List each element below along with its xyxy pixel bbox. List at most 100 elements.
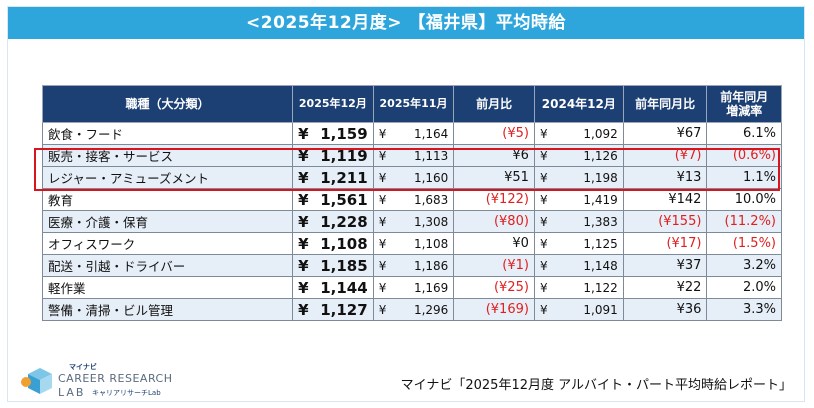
cell-mom: (¥122) xyxy=(453,188,535,211)
cell-yoy: (¥155) xyxy=(622,210,708,233)
cell-2024-12: ¥1,419 xyxy=(533,188,624,211)
cell-2025-12: ¥1,211 xyxy=(292,166,374,189)
source-caption: マイナビ「2025年12月度 アルバイト・パート平均時給レポート」 xyxy=(400,378,792,393)
table-row: 警備・清掃・ビル管理 ¥1,127 ¥1,296 (¥169) ¥1,091 ¥36 3.3… xyxy=(41,298,782,321)
logo-line1: CAREER RESEARCH xyxy=(58,372,173,385)
yen-symbol: ¥ xyxy=(378,148,387,163)
cell-2025-12: ¥1,185 xyxy=(292,254,374,277)
wage-value: 1,148 xyxy=(583,258,618,273)
cell-category: レジャー・アミューズメント xyxy=(41,166,294,189)
wage-value: 1,169 xyxy=(413,280,449,295)
wage-value: 1,108 xyxy=(320,234,368,253)
yen-symbol: ¥ xyxy=(378,214,387,229)
cell-yoy: ¥142 xyxy=(622,188,708,211)
header-yoy-rate-line: 前年同月 xyxy=(720,90,769,104)
cell-category: オフィスワーク xyxy=(41,232,294,255)
cell-yoy: ¥37 xyxy=(622,254,708,277)
cell-category: 医療・介護・保育 xyxy=(41,210,294,233)
cell-2024-12: ¥1,122 xyxy=(533,276,624,299)
cell-category: 販売・接客・サービス xyxy=(41,144,294,167)
cell-category: 飲食・フード xyxy=(41,122,294,145)
cell-category: 軽作業 xyxy=(41,276,294,299)
wage-value: 1,186 xyxy=(413,258,449,273)
cell-yoy-rate: (0.6%) xyxy=(706,144,782,167)
cube-icon xyxy=(21,368,52,394)
wage-value: 1,198 xyxy=(583,170,618,185)
cell-2024-12: ¥1,198 xyxy=(533,166,624,189)
yen-symbol: ¥ xyxy=(298,256,309,275)
cell-yoy-rate: 10.0% xyxy=(706,188,782,211)
yen-symbol: ¥ xyxy=(378,280,387,295)
table-row: 飲食・フード ¥1,159 ¥1,164 (¥5) ¥1,092 ¥67 6.1% xyxy=(41,122,782,145)
logo-sub: キャリアリサーチLab xyxy=(92,389,161,397)
wage-value: 1,383 xyxy=(583,214,618,229)
wage-value: 1,296 xyxy=(413,302,449,317)
cell-yoy: ¥13 xyxy=(622,166,708,189)
cell-mom: ¥51 xyxy=(453,166,535,189)
cell-category: 警備・清掃・ビル管理 xyxy=(41,298,294,321)
header-yoy: 前年同月比 xyxy=(622,85,708,123)
yen-symbol: ¥ xyxy=(539,148,548,163)
yen-symbol: ¥ xyxy=(539,170,548,185)
wage-table: 職種（大分類） 2025年12月 2025年11月 前月比 2024年12月 前… xyxy=(41,85,782,321)
table-row: 教育 ¥1,561 ¥1,683 (¥122) ¥1,419 ¥142 10.0% xyxy=(41,188,782,211)
cell-2025-11: ¥1,164 xyxy=(372,122,455,145)
yen-symbol: ¥ xyxy=(298,234,309,253)
cell-2025-12: ¥1,108 xyxy=(292,232,374,255)
cell-mom: (¥169) xyxy=(453,298,535,321)
cell-yoy-rate: 3.2% xyxy=(706,254,782,277)
cell-mom: ¥0 xyxy=(453,232,535,255)
wage-value: 1,164 xyxy=(413,126,449,141)
header-yoy-rate: 前年同月 増減率 xyxy=(706,85,782,123)
cell-mom: ¥6 xyxy=(453,144,535,167)
table-row: 販売・接客・サービス ¥1,119 ¥1,113 ¥6 ¥1,126 (¥7) (0.6%) xyxy=(41,144,782,167)
yen-symbol: ¥ xyxy=(298,168,309,187)
wage-value: 1,683 xyxy=(413,192,449,207)
cell-yoy-rate: 6.1% xyxy=(706,122,782,145)
cell-2025-12: ¥1,228 xyxy=(292,210,374,233)
wage-value: 1,561 xyxy=(320,190,368,209)
yen-symbol: ¥ xyxy=(378,236,387,251)
cell-2025-11: ¥1,108 xyxy=(372,232,455,255)
cell-yoy: ¥22 xyxy=(622,276,708,299)
cell-2024-12: ¥1,383 xyxy=(533,210,624,233)
cell-2024-12: ¥1,148 xyxy=(533,254,624,277)
wage-value: 1,160 xyxy=(413,170,449,185)
cell-yoy: ¥67 xyxy=(622,122,708,145)
wage-value: 1,159 xyxy=(320,124,368,143)
cell-2025-12: ¥1,561 xyxy=(292,188,374,211)
cell-2025-11: ¥1,169 xyxy=(372,276,455,299)
yen-symbol: ¥ xyxy=(298,190,309,209)
cell-mom: (¥5) xyxy=(453,122,535,145)
yen-symbol: ¥ xyxy=(539,302,548,317)
yen-symbol: ¥ xyxy=(378,170,387,185)
cell-yoy-rate: 1.1% xyxy=(706,166,782,189)
table-body: 飲食・フード ¥1,159 ¥1,164 (¥5) ¥1,092 ¥67 6.1% 販売・接客… xyxy=(41,122,782,321)
wage-value: 1,127 xyxy=(320,300,368,319)
header-yoy-rate-line: 増減率 xyxy=(726,104,763,118)
wage-value: 1,091 xyxy=(583,302,618,317)
cell-2024-12: ¥1,092 xyxy=(533,122,624,145)
cell-2025-12: ¥1,159 xyxy=(292,122,374,145)
yen-symbol: ¥ xyxy=(539,280,548,295)
header-2024-12: 2024年12月 xyxy=(533,85,624,123)
cell-category: 配送・引越・ドライバー xyxy=(41,254,294,277)
cell-yoy-rate: 2.0% xyxy=(706,276,782,299)
header-mom: 前月比 xyxy=(453,85,535,123)
yen-symbol: ¥ xyxy=(539,236,548,251)
wage-value: 1,419 xyxy=(583,192,618,207)
cell-yoy-rate: (11.2%) xyxy=(706,210,782,233)
logo-line2: LAB xyxy=(58,386,85,399)
yen-symbol: ¥ xyxy=(298,212,309,231)
wage-value: 1,308 xyxy=(413,214,449,229)
yen-symbol: ¥ xyxy=(378,126,387,141)
cell-mom: (¥80) xyxy=(453,210,535,233)
yen-symbol: ¥ xyxy=(378,258,387,273)
table-row: オフィスワーク ¥1,108 ¥1,108 ¥0 ¥1,125 (¥17) (1.5%) xyxy=(41,232,782,255)
table-row: レジャー・アミューズメント ¥1,211 ¥1,160 ¥51 ¥1,198 ¥13 1.1… xyxy=(41,166,782,189)
table-row: 配送・引越・ドライバー ¥1,185 ¥1,186 (¥1) ¥1,148 ¥37 3.2% xyxy=(41,254,782,277)
wage-value: 1,185 xyxy=(320,256,368,275)
cell-2025-12: ¥1,144 xyxy=(292,276,374,299)
cell-mom: (¥25) xyxy=(453,276,535,299)
yen-symbol: ¥ xyxy=(378,192,387,207)
